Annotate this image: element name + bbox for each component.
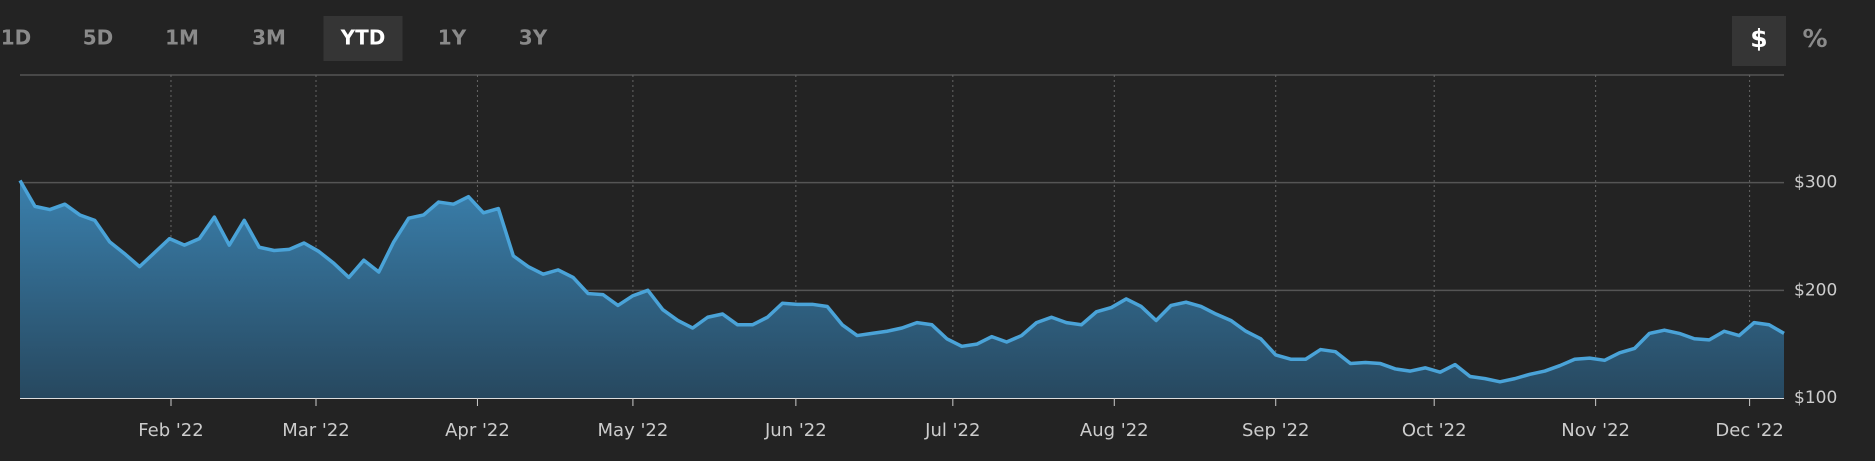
x-tick-label: Nov '22 [1561,420,1630,441]
range-button[interactable]: 1M [165,26,199,50]
y-tick-label: $100 [1794,388,1837,408]
x-tick-label: Sep '22 [1242,420,1310,441]
x-tick-label: Oct '22 [1402,420,1467,441]
range-button[interactable]: 5D [83,26,114,50]
unit-button[interactable]: $ [1750,24,1767,53]
x-tick-label: Jun '22 [764,420,827,441]
line [18,179,1785,384]
x-tick-label: Jul '22 [924,420,980,441]
y-tick-label: $300 [1794,173,1837,193]
range-button[interactable]: 1Y [438,26,467,50]
range-button[interactable]: YTD [340,26,386,50]
unit-button-bg [1732,16,1786,66]
x-tick-label: Mar '22 [282,420,350,441]
unit-button[interactable]: % [1802,24,1827,53]
x-tick-label: Feb '22 [138,420,203,441]
range-button[interactable]: 3Y [519,26,548,50]
area [20,180,1784,398]
range-button-bg [323,16,403,61]
x-tick-label: Dec '22 [1715,420,1783,441]
x-tick-label: May '22 [598,420,669,441]
x-tick-label: Aug '22 [1080,420,1149,441]
y-tick-label: $200 [1794,280,1837,300]
range-button[interactable]: 3M [252,26,286,50]
range-button[interactable]: 1D [1,26,32,50]
x-tick-label: Apr '22 [445,420,510,441]
